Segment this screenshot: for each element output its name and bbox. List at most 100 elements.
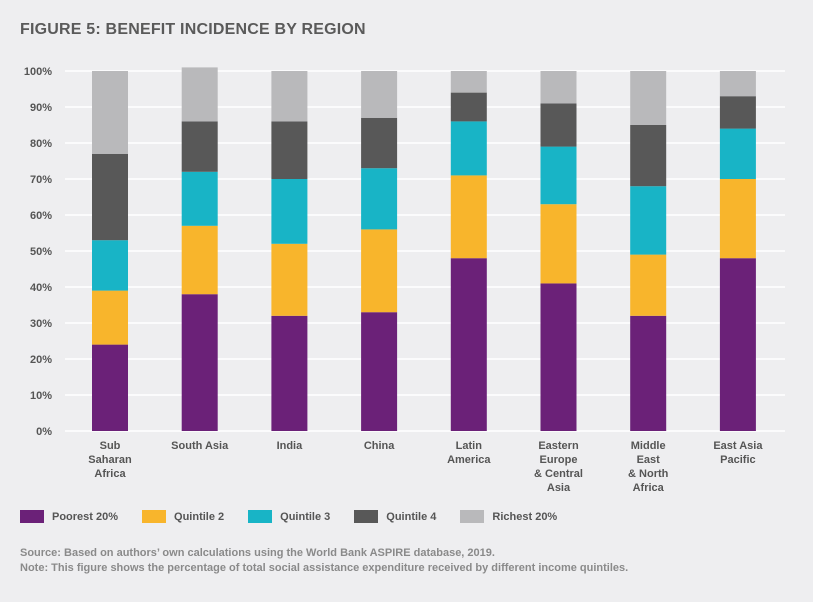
- x-tick-label-line: China: [364, 440, 395, 452]
- legend-label: Quintile 4: [386, 510, 437, 523]
- bar-segment: [92, 71, 128, 154]
- bar-segment: [719, 71, 756, 97]
- bar-segment: [271, 315, 308, 431]
- x-tick-label-line: East Asia: [713, 440, 763, 452]
- legend-swatch: [354, 510, 379, 523]
- bar-segment: [92, 240, 128, 291]
- y-tick-label: 90%: [30, 102, 52, 114]
- legend-swatch: [142, 510, 167, 523]
- x-axis-ticks: Sub Saharan Africa South Asia India China Lati…: [88, 440, 763, 494]
- note-text: Note: This figure shows the percentage o…: [20, 562, 629, 574]
- bar-segment: [271, 71, 308, 122]
- bar-segment: [719, 96, 756, 129]
- footer: Source: Based on authors’ own calculatio…: [20, 546, 628, 576]
- stacked-bar-chart: 0% 10% 20% 30% 40% 50% 60% 70% 80% 90% 100% Sub Sah…: [24, 66, 785, 494]
- bar-segment: [540, 103, 577, 147]
- x-tick-label: South Asia: [171, 440, 229, 452]
- y-axis-ticks: 0% 10% 20% 30% 40% 50% 60% 70% 80% 90% 100%: [24, 66, 52, 438]
- y-tick-label: 60%: [30, 210, 52, 222]
- y-tick-label: 70%: [30, 174, 52, 186]
- chart-title: FIGURE 5: BENEFIT INCIDENCE BY REGION: [20, 21, 366, 38]
- bar-segment: [92, 153, 128, 241]
- bar-segment: [271, 121, 308, 179]
- bar-segment: [450, 121, 487, 176]
- bar-segment: [450, 71, 487, 93]
- bar-segment: [361, 117, 398, 169]
- bar-segment: [92, 344, 128, 431]
- bar-segment: [181, 294, 218, 431]
- x-tick-label: Latin America: [447, 440, 491, 466]
- x-tick-label-line: Latin: [456, 440, 483, 452]
- bar-segment: [630, 71, 667, 125]
- legend-label: Quintile 3: [280, 510, 331, 523]
- x-tick-label-line: & Central: [534, 468, 583, 480]
- x-tick-label: Eastern Europe & Central Asia: [534, 440, 583, 494]
- y-tick-label: 80%: [30, 138, 52, 150]
- bar-segment: [540, 71, 577, 104]
- bar-segment: [361, 312, 398, 431]
- x-tick-label-line: Africa: [633, 482, 665, 494]
- y-tick-label: 30%: [30, 318, 52, 330]
- gridlines: [65, 70, 785, 432]
- legend-item: Quintile 4: [354, 510, 436, 523]
- legend: Poorest 20% Quintile 2 Quintile 3 Quintile …: [20, 510, 581, 523]
- legend-swatch: [248, 510, 273, 523]
- bar-segment: [92, 290, 128, 345]
- x-tick-label-line: Africa: [94, 468, 126, 480]
- bar-segment: [450, 258, 487, 431]
- bar-segment: [540, 283, 577, 431]
- bar-segment: [540, 204, 577, 284]
- bar-segment: [271, 179, 308, 244]
- legend-item: Quintile 3: [248, 510, 330, 523]
- x-tick-label: East Asia Pacific: [713, 440, 763, 466]
- bar-segment: [719, 128, 756, 179]
- source-text: Source: Based on authors’ own calculatio…: [20, 547, 495, 559]
- legend-swatch: [20, 510, 44, 523]
- y-tick-label: 50%: [30, 246, 52, 258]
- x-tick-label: India: [277, 440, 304, 452]
- bar-segment: [181, 225, 218, 295]
- x-tick-label-line: & North: [628, 468, 669, 480]
- bar-segment: [630, 125, 667, 187]
- bar-segment: [181, 121, 218, 172]
- x-tick-label-line: Europe: [540, 454, 578, 466]
- bar-segment: [271, 243, 308, 316]
- bar-segment: [361, 229, 398, 313]
- bar-segment: [719, 258, 756, 431]
- legend-label: Poorest 20%: [52, 510, 119, 523]
- x-tick-label-line: South Asia: [171, 440, 229, 452]
- legend-item: Poorest 20%: [20, 510, 118, 523]
- bar-segment: [630, 186, 667, 255]
- bar-segment: [181, 67, 218, 122]
- bar-segment: [630, 315, 667, 431]
- bar-segment: [540, 146, 577, 205]
- bars: [92, 67, 756, 431]
- bar-segment: [361, 71, 398, 118]
- x-tick-label: Middle East & North Africa: [628, 440, 669, 494]
- x-tick-label-line: Saharan: [88, 454, 132, 466]
- x-tick-label-line: India: [277, 440, 304, 452]
- bar-segment: [450, 92, 487, 122]
- x-tick-label-line: Sub: [100, 440, 121, 452]
- x-tick-label: Sub Saharan Africa: [88, 440, 132, 480]
- bar-segment: [361, 168, 398, 230]
- legend-label: Richest 20%: [492, 510, 558, 523]
- y-tick-label: 10%: [30, 390, 52, 402]
- bar-segment: [450, 175, 487, 259]
- y-tick-label: 0%: [36, 426, 52, 438]
- legend-swatch: [460, 510, 485, 523]
- x-tick-label: China: [364, 440, 395, 452]
- x-tick-label-line: Pacific: [720, 454, 755, 466]
- y-tick-label: 20%: [30, 354, 52, 366]
- x-tick-label-line: America: [447, 454, 491, 466]
- x-tick-label-line: Middle: [631, 440, 666, 452]
- legend-label: Quintile 2: [174, 510, 225, 523]
- legend-item: Richest 20%: [460, 510, 557, 523]
- legend-item: Quintile 2: [142, 510, 224, 523]
- x-tick-label-line: Asia: [547, 482, 571, 494]
- bar-segment: [719, 179, 756, 259]
- x-tick-label-line: East: [637, 454, 661, 466]
- bar-segment: [630, 254, 667, 316]
- bar-segment: [181, 171, 218, 226]
- x-tick-label-line: Eastern: [538, 440, 579, 452]
